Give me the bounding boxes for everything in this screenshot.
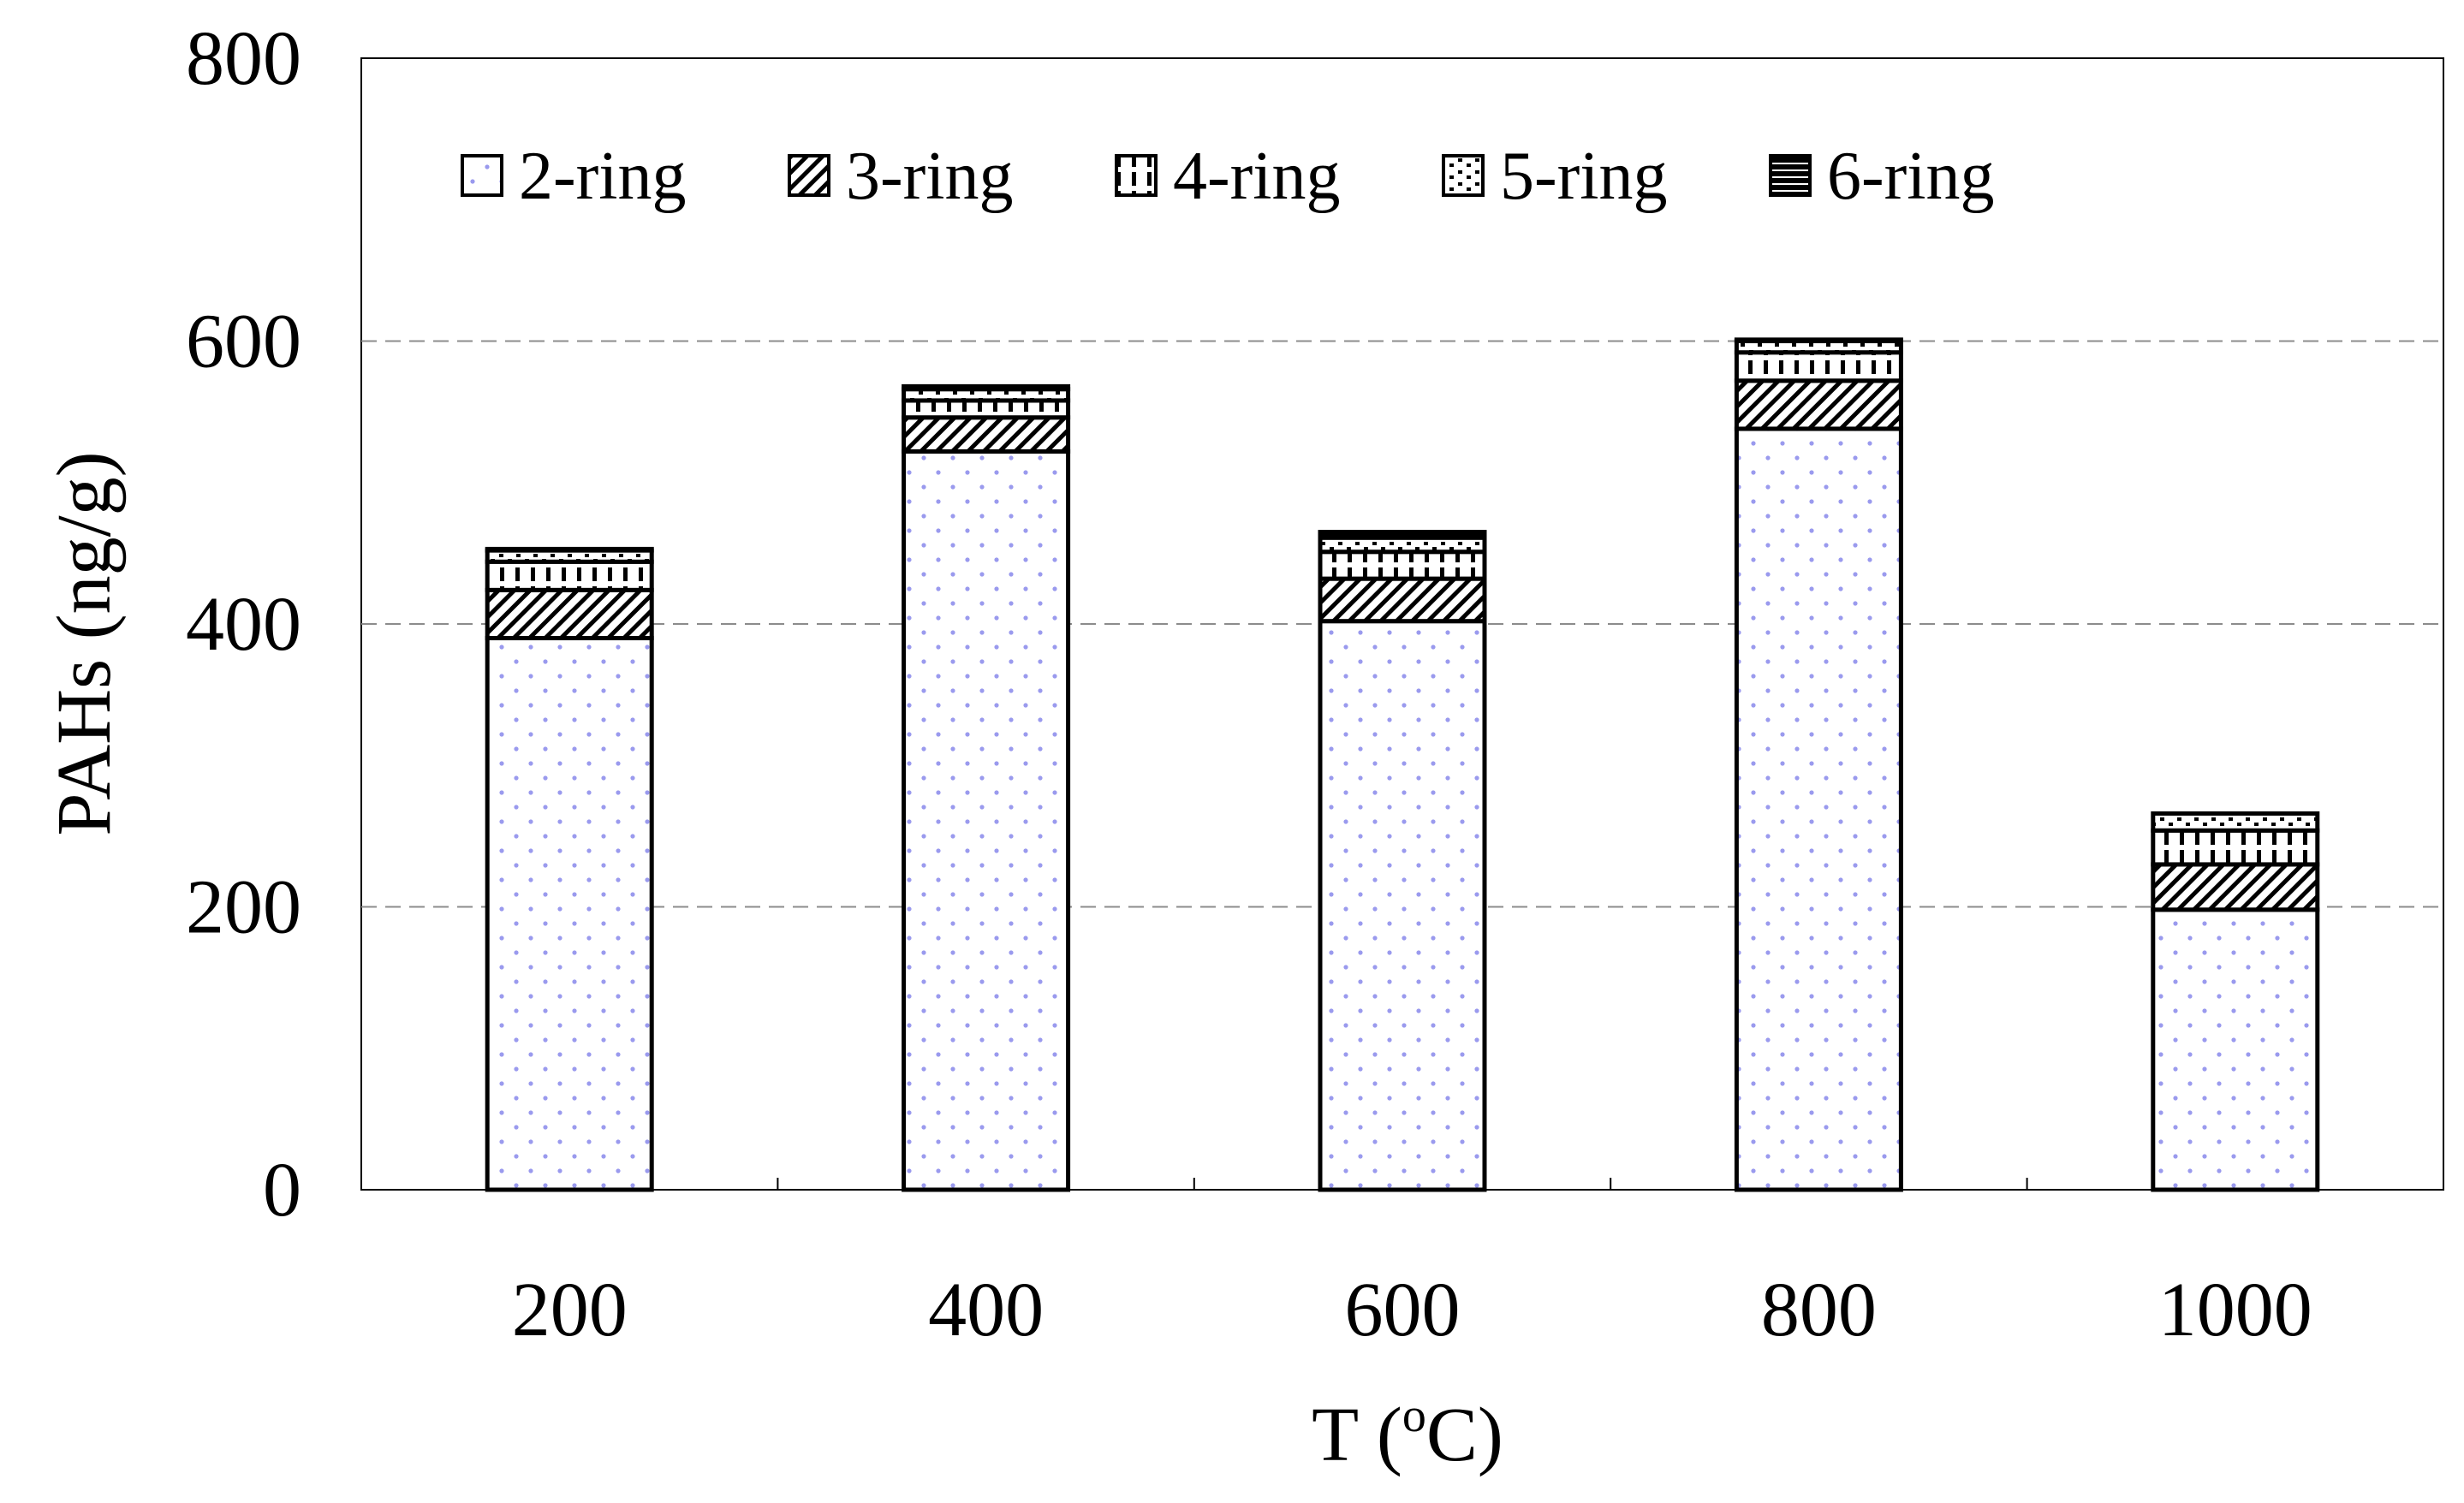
- legend-item-5-ring: 5-ring: [1442, 139, 1668, 214]
- bar-stack-200: [485, 546, 654, 1192]
- legend-item-4-ring: 4-ring: [1115, 139, 1341, 214]
- x-tick-label-400: 400: [928, 1268, 1044, 1352]
- bar-600-4-ring: [1318, 550, 1487, 581]
- legend-swatch-3-ring: [788, 154, 830, 197]
- bar-800-2-ring: [1734, 426, 1903, 1192]
- x-axis-title-suffix: C): [1426, 1393, 1503, 1477]
- y-tick-label-0: 0: [263, 1148, 301, 1233]
- x-tick-labels: 200 400 600 800 1000: [512, 1268, 2312, 1352]
- bar-200-2-ring: [485, 636, 654, 1192]
- legend: 2-ring 3-ring 4-ring 5-ring 6-ring: [461, 139, 1995, 214]
- bar-800-6-ring: [1734, 337, 1903, 344]
- legend-label-5-ring: 5-ring: [1500, 139, 1668, 214]
- legend-swatch-5-ring: [1442, 154, 1485, 197]
- y-tick-label-800: 800: [186, 16, 301, 101]
- bar-stack-1000: [2151, 811, 2320, 1192]
- bar-1000-3-ring: [2151, 862, 2320, 912]
- y-axis-title: PAHs (ng/g): [42, 451, 127, 835]
- bar-800-4-ring: [1734, 350, 1903, 383]
- bar-800-3-ring: [1734, 378, 1903, 431]
- bar-stack-600: [1318, 530, 1487, 1192]
- bar-600-6-ring: [1318, 530, 1487, 540]
- legend-item-3-ring: 3-ring: [788, 139, 1014, 214]
- bar-200-3-ring: [485, 587, 654, 641]
- x-tick-marks: [777, 1178, 2028, 1190]
- legend-item-2-ring: 2-ring: [461, 139, 687, 214]
- x-tick-label-800: 800: [1761, 1268, 1877, 1352]
- y-tick-label-600: 600: [186, 300, 301, 384]
- x-tick-label-600: 600: [1345, 1268, 1461, 1352]
- bar-600-2-ring: [1318, 619, 1487, 1192]
- bar-1000-5-ring: [2151, 811, 2320, 833]
- legend-swatch-4-ring: [1115, 154, 1158, 197]
- bar-400-6-ring: [902, 383, 1071, 392]
- y-tick-label-400: 400: [186, 582, 301, 667]
- legend-label-6-ring: 6-ring: [1827, 139, 1995, 214]
- bar-200-4-ring: [485, 559, 654, 592]
- bar-stack-800: [1734, 337, 1903, 1192]
- legend-label-2-ring: 2-ring: [519, 139, 687, 214]
- bar-1000-4-ring: [2151, 828, 2320, 867]
- y-tick-label-200: 200: [186, 865, 301, 950]
- bar-1000-2-ring: [2151, 907, 2320, 1192]
- x-axis-title-superscript: o: [1402, 1389, 1426, 1442]
- bar-600-3-ring: [1318, 576, 1487, 624]
- x-axis-title-main: T (: [1312, 1393, 1402, 1477]
- bar-stacks: [485, 337, 2320, 1192]
- legend-label-3-ring: 3-ring: [846, 139, 1014, 214]
- bar-200-6-ring: [485, 546, 654, 553]
- legend-item-6-ring: 6-ring: [1769, 139, 1995, 214]
- legend-swatch-6-ring: [1769, 154, 1812, 197]
- x-axis-title: T (oC): [1312, 1389, 1503, 1477]
- legend-swatch-2-ring: [461, 154, 503, 197]
- x-tick-label-1000: 1000: [2158, 1268, 2312, 1352]
- bar-stack-400: [902, 383, 1071, 1192]
- legend-label-4-ring: 4-ring: [1173, 139, 1341, 214]
- x-tick-label-200: 200: [512, 1268, 628, 1352]
- bar-400-2-ring: [902, 449, 1071, 1192]
- y-tick-labels: 0 200 400 600 800: [186, 16, 301, 1233]
- bar-400-3-ring: [902, 415, 1071, 454]
- bar-400-4-ring: [902, 398, 1071, 420]
